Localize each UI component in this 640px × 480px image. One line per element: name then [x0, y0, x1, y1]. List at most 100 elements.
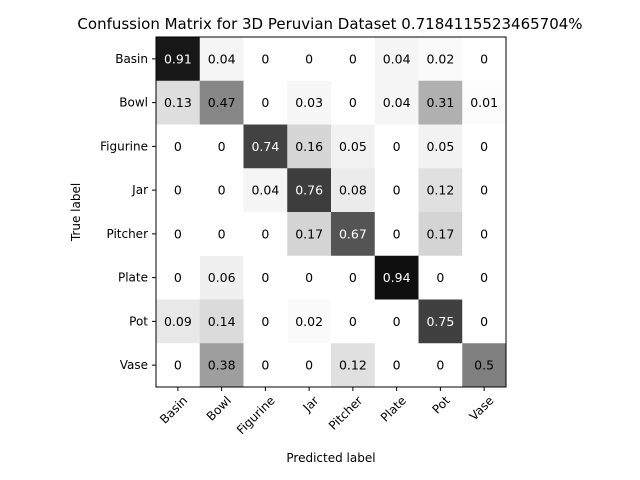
heatmap-cell: [243, 212, 288, 257]
heatmap-cell: [418, 168, 463, 213]
cell-value-label: 0: [393, 139, 401, 154]
cell-value-label: 0.47: [208, 95, 236, 110]
heatmap-cell: [331, 299, 376, 344]
x-tick-label: Pitcher: [326, 393, 365, 432]
heatmap-cell: [462, 168, 507, 213]
heatmap-cell: [156, 343, 201, 388]
cell-value-label: 0.67: [339, 226, 367, 241]
cell-value-label: 0: [480, 183, 488, 198]
heatmap-cell: [418, 80, 463, 125]
heatmap-cell: [418, 255, 463, 300]
x-tick-label: Jar: [300, 393, 322, 415]
heatmap-cell: [418, 212, 463, 257]
heatmap-cell: [374, 80, 419, 125]
heatmap-cell: [331, 168, 376, 213]
heatmap-cell: [462, 299, 507, 344]
heatmap-cell: [243, 168, 288, 213]
cell-value-label: 0.13: [164, 95, 192, 110]
cell-value-label: 0.02: [426, 51, 454, 66]
cell-value-label: 0.12: [426, 183, 454, 198]
cell-value-label: 0: [480, 139, 488, 154]
heatmap-cell: [418, 124, 463, 169]
y-tick-label: Figurine: [100, 139, 148, 153]
cell-value-label: 0: [480, 226, 488, 241]
heatmap-cell: [156, 212, 201, 257]
cell-value-label: 0: [305, 51, 313, 66]
heatmap-cell: [287, 124, 332, 169]
cell-value-label: 0: [261, 51, 269, 66]
cell-value-label: 0.91: [164, 51, 192, 66]
y-tick-label: Bowl: [119, 96, 148, 110]
heatmap-cell: [156, 299, 201, 344]
cell-value-label: 0: [480, 314, 488, 329]
heatmap-cell: [331, 37, 376, 82]
cell-value-label: 0: [174, 226, 182, 241]
cell-value-label: 0.05: [426, 139, 454, 154]
cell-value-label: 0: [349, 95, 357, 110]
y-tick-label: Jar: [131, 183, 148, 197]
heatmap-cell: [243, 343, 288, 388]
cell-value-label: 0: [218, 226, 226, 241]
heatmap-cell: [374, 37, 419, 82]
x-tick-label: Pot: [429, 393, 452, 416]
cell-value-label: 0: [349, 51, 357, 66]
heatmap-cell: [462, 212, 507, 257]
heatmap-cell: [418, 299, 463, 344]
heatmap-cell: [287, 299, 332, 344]
cell-value-label: 0: [261, 314, 269, 329]
cell-value-label: 0: [305, 270, 313, 285]
cell-value-label: 0: [174, 183, 182, 198]
heatmap-cell: [156, 80, 201, 125]
y-tick-label: Plate: [118, 271, 148, 285]
cell-value-label: 0: [218, 139, 226, 154]
cell-value-label: 0: [393, 358, 401, 373]
cell-value-label: 0.31: [426, 95, 454, 110]
cell-value-label: 0: [218, 183, 226, 198]
heatmap-cell: [199, 212, 244, 257]
heatmap-cell: [199, 343, 244, 388]
heatmap-cell: [374, 343, 419, 388]
cell-value-label: 0.12: [339, 358, 367, 373]
y-tick-label: Basin: [115, 52, 148, 66]
heatmap-cell: [243, 255, 288, 300]
heatmap-cell: [331, 343, 376, 388]
cell-value-label: 0: [436, 270, 444, 285]
cell-value-label: 0.74: [251, 139, 279, 154]
cell-value-label: 0: [261, 270, 269, 285]
cell-value-label: 0.03: [295, 95, 323, 110]
y-tick-label: Vase: [120, 358, 148, 372]
cell-value-label: 0.5: [474, 358, 494, 373]
heatmap-cell: [462, 255, 507, 300]
cell-value-label: 0: [305, 358, 313, 373]
cell-value-label: 0.94: [383, 270, 411, 285]
heatmap-cell: [199, 124, 244, 169]
heatmap-cell: [374, 124, 419, 169]
heatmap-cell: [156, 37, 201, 82]
cell-value-label: 0.04: [383, 95, 411, 110]
heatmap-cell: [156, 168, 201, 213]
cell-value-label: 0: [393, 226, 401, 241]
x-tick-label: Bowl: [204, 393, 234, 423]
cell-value-label: 0.17: [426, 226, 454, 241]
x-axis-ticks: Basin Bowl Figurine Jar Pitcher Plate Pot Vase: [157, 387, 496, 437]
cell-value-label: 0.09: [164, 314, 192, 329]
cell-value-label: 0: [261, 95, 269, 110]
cell-value-label: 0: [174, 358, 182, 373]
chart-title: Confussion Matrix for 3D Peruvian Datase…: [77, 15, 582, 33]
heatmap-cell: [462, 37, 507, 82]
heatmap-cell: [374, 255, 419, 300]
cell-value-label: 0: [174, 139, 182, 154]
heatmap-cells: 0.91 0.04 0 0 0 0.04 0.02 0 0.13 0.47 0 0.03 0 0.04 0.…: [156, 37, 507, 388]
cell-value-label: 0: [436, 358, 444, 373]
cell-value-label: 0.01: [470, 95, 498, 110]
cell-value-label: 0: [174, 270, 182, 285]
heatmap-cell: [287, 80, 332, 125]
heatmap-cell: [287, 255, 332, 300]
heatmap-cell: [462, 343, 507, 388]
cell-value-label: 0: [261, 226, 269, 241]
heatmap-cell: [462, 80, 507, 125]
heatmap-cell: [287, 343, 332, 388]
x-tick-label: Vase: [467, 393, 497, 423]
heatmap-cell: [243, 80, 288, 125]
cell-value-label: 0.14: [208, 314, 236, 329]
